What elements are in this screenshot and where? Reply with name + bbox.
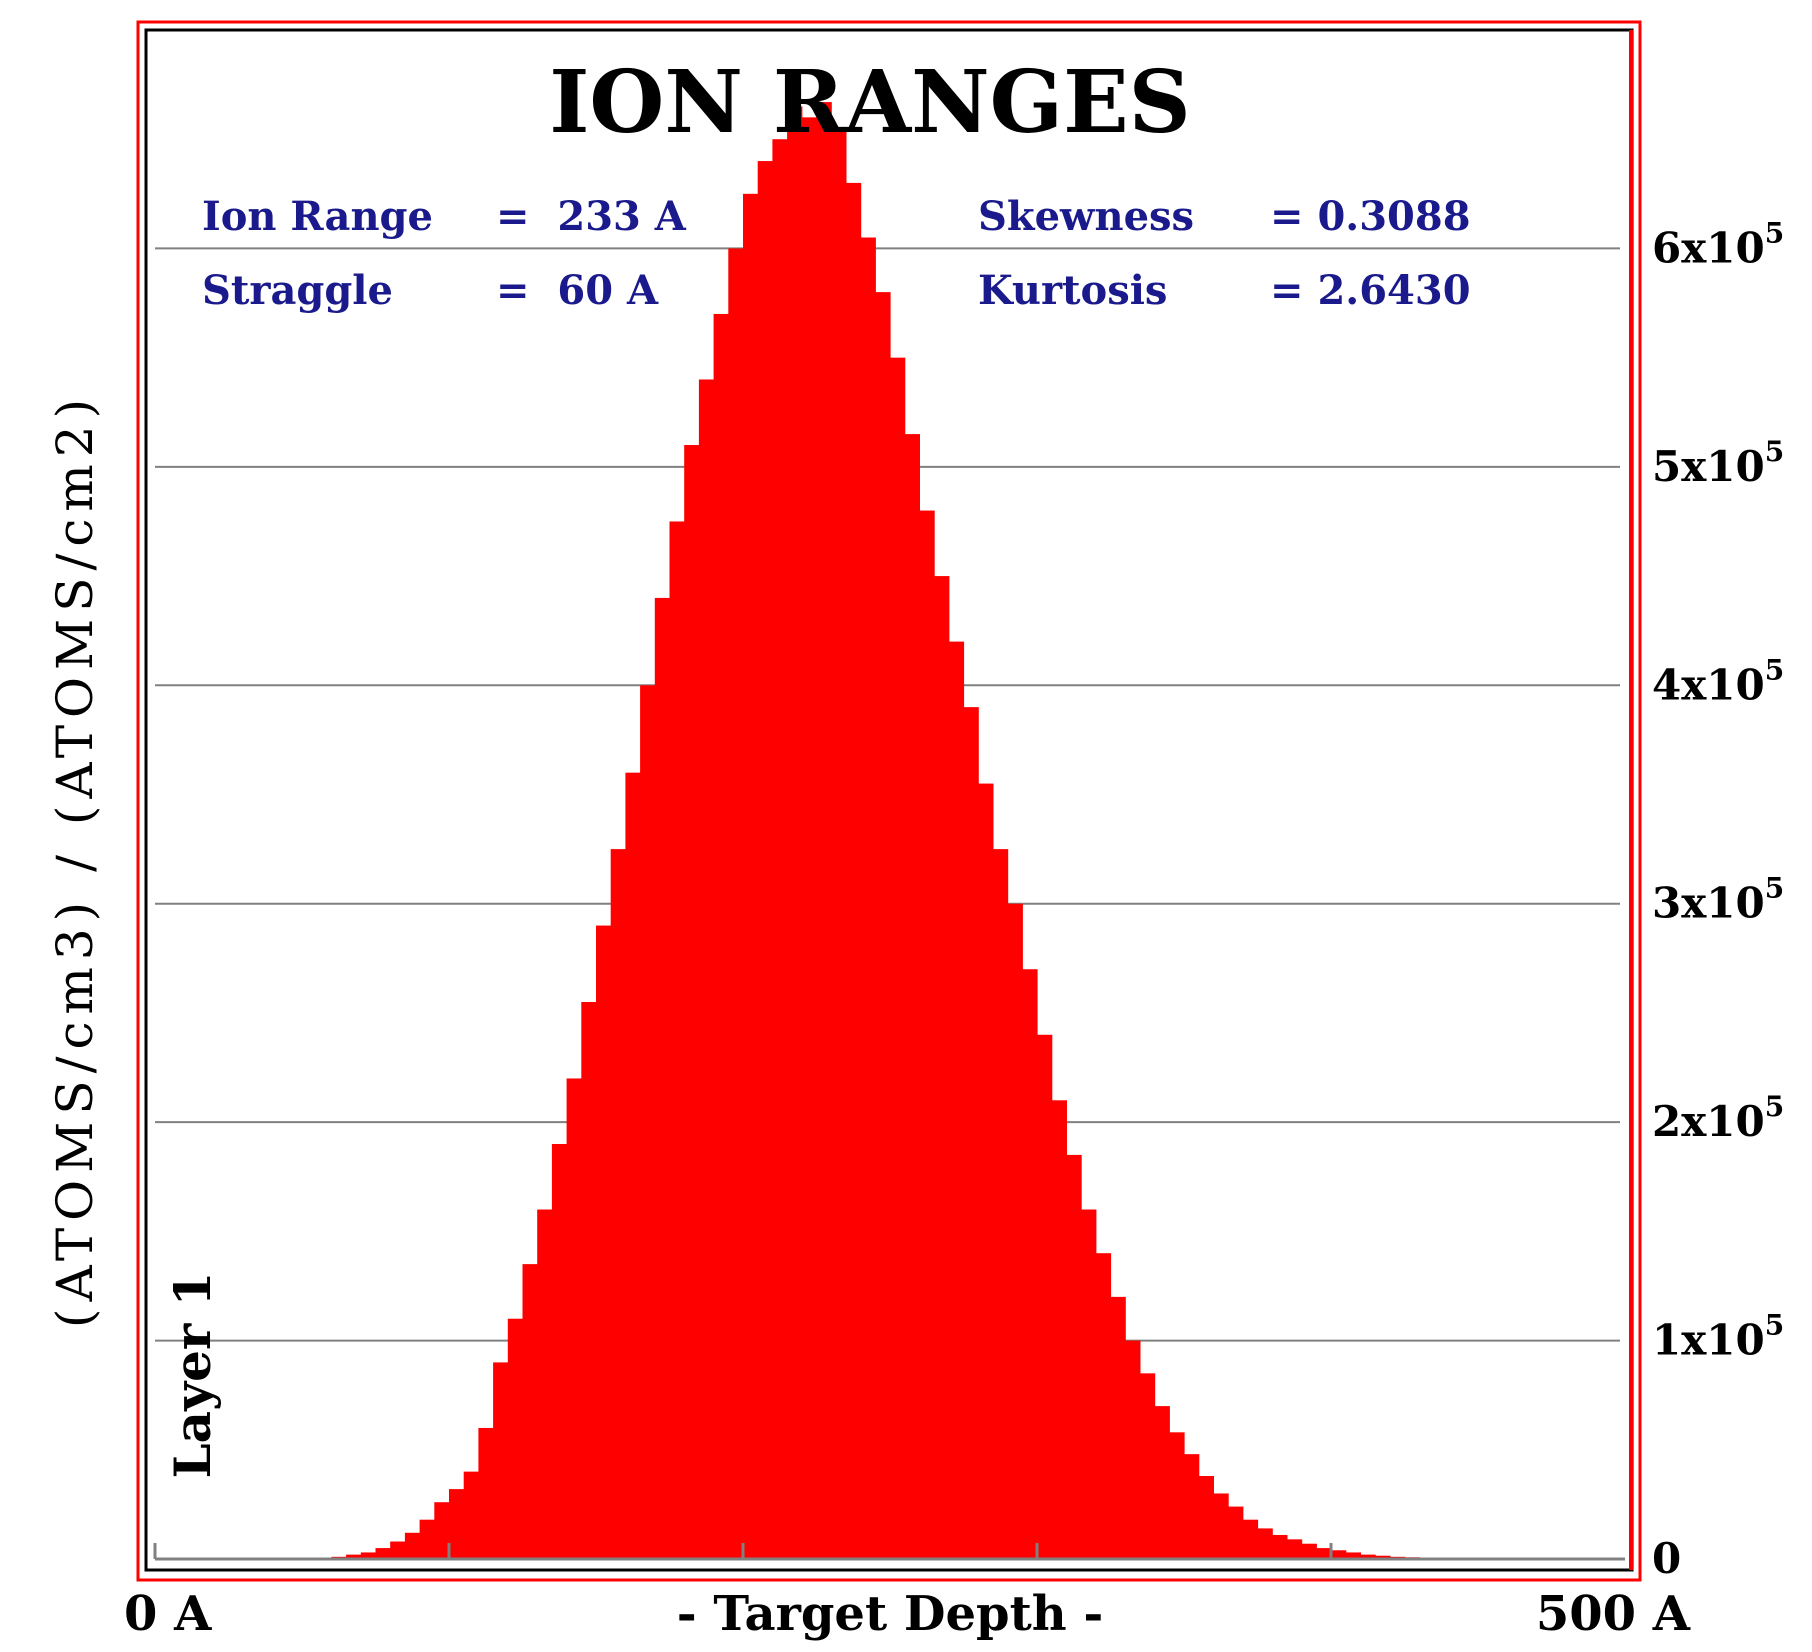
histogram-bar: [434, 1502, 450, 1559]
histogram-bar: [743, 193, 759, 1560]
histogram-bar: [787, 106, 803, 1560]
histogram-bar: [948, 641, 965, 1559]
histogram-bar: [596, 925, 612, 1559]
histogram-bar: [1081, 1209, 1097, 1559]
histogram-bar: [360, 1552, 377, 1559]
histogram-bar: [1184, 1454, 1200, 1559]
histogram-bar: [478, 1427, 494, 1559]
stat-straggle-name: Straggle: [202, 267, 393, 314]
histogram-bar: [1022, 969, 1038, 1559]
histogram-bar: [992, 849, 1009, 1559]
histogram-bar: [375, 1548, 391, 1559]
outer-frame: [136, 20, 1642, 1582]
x-axis-max-label: 500 A: [1536, 1586, 1691, 1642]
y-tick-label: 2x105: [1652, 1090, 1784, 1146]
histogram-bar: [801, 117, 818, 1559]
x-axis-label: - Target Depth -: [677, 1586, 1104, 1642]
histogram-bar: [860, 237, 876, 1560]
y-tick-label: 5x105: [1652, 435, 1784, 491]
histogram-bar: [1213, 1493, 1229, 1559]
layer-label: Layer 1: [163, 1272, 222, 1479]
histogram-bar: [978, 783, 994, 1559]
histogram-bar: [963, 707, 979, 1559]
stat-ion-range-name: Ion Range: [202, 193, 433, 240]
histogram-bar: [404, 1532, 421, 1559]
histogram-bar: [419, 1519, 435, 1559]
histogram-bar: [1228, 1506, 1244, 1559]
histogram-bar: [1051, 1100, 1067, 1559]
stat-skewness-name: Skewness: [978, 193, 1194, 240]
y-axis-label: (ATOMS/cm3) / (ATOMS/cm2): [46, 392, 104, 1328]
histogram-bar: [566, 1078, 582, 1559]
histogram-bar: [890, 357, 906, 1560]
histogram-bar: [698, 379, 715, 1559]
histogram-bar: [1125, 1340, 1141, 1559]
stat-ion-range-value: = 233 A: [496, 193, 687, 240]
histogram-bar: [713, 313, 729, 1559]
histogram-bar: [581, 1002, 597, 1559]
histogram-bar: [816, 102, 832, 1560]
histogram-bar: [875, 292, 891, 1560]
histogram-bar: [1257, 1528, 1273, 1559]
histogram-bar: [684, 445, 700, 1559]
stat-straggle-value: = 60 A: [496, 267, 659, 314]
histogram-bar: [1316, 1548, 1332, 1559]
histogram-bar: [449, 1489, 465, 1559]
histogram-bar: [346, 1554, 362, 1559]
histogram-bar: [610, 849, 626, 1559]
histogram-bar: [1169, 1432, 1185, 1559]
inner-frame-right-red: [1629, 30, 1633, 1570]
histogram-bar: [537, 1209, 553, 1559]
histogram-bar: [831, 128, 847, 1560]
stat-skewness-value: = 0.3088: [1270, 193, 1471, 240]
histogram-bar: [728, 248, 744, 1559]
histogram-bar: [654, 597, 671, 1559]
histogram-bar: [757, 161, 773, 1560]
histogram-bar: [1066, 1154, 1082, 1559]
histogram-bar: [522, 1264, 538, 1559]
x-axis-min-label: 0 A: [124, 1586, 212, 1642]
histogram-bar: [669, 521, 685, 1559]
histogram-bar: [1037, 1034, 1053, 1559]
histogram-bar: [934, 576, 950, 1559]
chart-title: ION RANGES: [549, 52, 1191, 153]
histogram-bar: [551, 1143, 568, 1559]
histogram-bar: [1360, 1554, 1376, 1559]
histogram-bar: [1242, 1519, 1259, 1559]
y-tick-labels: 0 1x105 2x105 3x105 4x105 5x105 6x105: [1652, 216, 1784, 1583]
histogram-bars: [331, 102, 1450, 1560]
histogram-bar: [919, 510, 935, 1559]
histogram-bar: [772, 139, 788, 1560]
y-tick-label: 1x105: [1652, 1309, 1784, 1365]
histogram-bar: [507, 1318, 524, 1559]
histogram-bar: [1154, 1406, 1170, 1559]
histogram-bar: [1345, 1552, 1361, 1559]
histogram-bar: [1007, 903, 1023, 1559]
histogram-bar: [1139, 1373, 1156, 1559]
histogram-bar: [1110, 1296, 1126, 1559]
histogram-bar: [493, 1362, 509, 1559]
y-tick-label: 0: [1652, 1534, 1681, 1583]
y-tick-label: 3x105: [1652, 872, 1784, 928]
histogram-bar: [463, 1471, 479, 1559]
histogram-bar: [1286, 1539, 1303, 1559]
y-tick-label: 4x105: [1652, 653, 1784, 709]
stat-kurtosis-name: Kurtosis: [978, 267, 1167, 314]
histogram-bar: [1272, 1534, 1288, 1559]
histogram-bar: [1198, 1475, 1214, 1559]
x-axis: [153, 1543, 1625, 1561]
histogram-bar: [1301, 1543, 1317, 1559]
histogram-bar: [1331, 1550, 1347, 1559]
histogram-bar: [1375, 1555, 1391, 1559]
histogram-bar: [390, 1541, 406, 1559]
histogram-bar: [904, 434, 920, 1559]
histogram-bar: [625, 772, 641, 1559]
stat-kurtosis-value: = 2.6430: [1270, 267, 1471, 314]
histogram-bar: [845, 182, 862, 1559]
histogram-bar: [1095, 1253, 1112, 1559]
y-tick-label: 6x105: [1652, 216, 1784, 272]
histogram-bar: [640, 685, 656, 1559]
